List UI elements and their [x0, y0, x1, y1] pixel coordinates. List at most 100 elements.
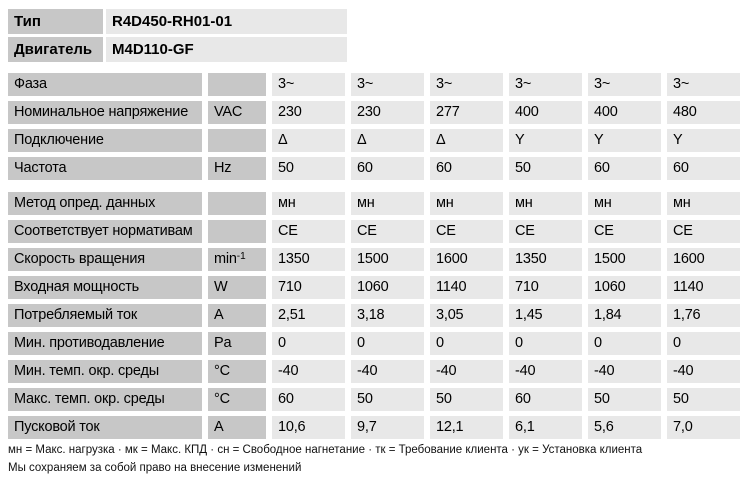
row-value: 5,6	[588, 416, 661, 439]
row-value: -40	[272, 360, 345, 383]
row-value: 10,6	[272, 416, 345, 439]
row-label: Соответствует нормативам	[8, 220, 202, 243]
unit-text: Hz	[214, 160, 232, 176]
row-value: 1060	[351, 276, 424, 299]
unit-text: Pa	[214, 335, 232, 351]
row-label: Мин. темп. окр. среды	[8, 360, 202, 383]
row-value: 3,18	[351, 304, 424, 327]
row-value: 1140	[667, 276, 740, 299]
type-motor-table: Тип R4D450-RH01-01 Двигатель M4D110-GF	[8, 9, 347, 62]
row-unit	[208, 220, 266, 243]
row-value: 50	[351, 388, 424, 411]
row-value: 230	[351, 101, 424, 124]
row-value: 2,51	[272, 304, 345, 327]
row-value: Δ	[351, 129, 424, 152]
spec-table-performance: Метод опред. данных мн мн мн мн мн мн Со…	[8, 192, 740, 439]
row-label: Номинальное напряжение	[8, 101, 202, 124]
row-unit: A	[208, 304, 266, 327]
row-value: 3~	[430, 73, 503, 96]
row-value: 7,0	[667, 416, 740, 439]
row-value: мн	[351, 192, 424, 215]
unit-text: °C	[214, 391, 230, 407]
row-value: мн	[588, 192, 661, 215]
row-label: Пусковой ток	[8, 416, 202, 439]
row-label: Метод опред. данных	[8, 192, 202, 215]
row-value: 277	[430, 101, 503, 124]
row-value: 400	[588, 101, 661, 124]
row-value: мн	[509, 192, 582, 215]
unit-text: W	[214, 279, 228, 295]
row-unit: °C	[208, 388, 266, 411]
row-label: Частота	[8, 157, 202, 180]
row-value: 1500	[588, 248, 661, 271]
row-value: 230	[272, 101, 345, 124]
row-value: 3,05	[430, 304, 503, 327]
row-value: 50	[272, 157, 345, 180]
row-value: 9,7	[351, 416, 424, 439]
row-value: Δ	[430, 129, 503, 152]
row-value: 3~	[351, 73, 424, 96]
row-value: 1500	[351, 248, 424, 271]
row-value: 60	[351, 157, 424, 180]
row-value: 1,84	[588, 304, 661, 327]
spec-table-electrical: Фаза 3~ 3~ 3~ 3~ 3~ 3~ Номинальное напря…	[8, 73, 740, 180]
row-value: 1600	[430, 248, 503, 271]
row-value: 1350	[272, 248, 345, 271]
unit-text: min	[214, 251, 237, 267]
row-label: Макс. темп. окр. среды	[8, 388, 202, 411]
row-value: 0	[351, 332, 424, 355]
row-value: 0	[667, 332, 740, 355]
row-value: 60	[430, 157, 503, 180]
row-label: Фаза	[8, 73, 202, 96]
row-value: 0	[509, 332, 582, 355]
row-unit	[208, 129, 266, 152]
row-value: 3~	[509, 73, 582, 96]
row-value: 0	[588, 332, 661, 355]
row-unit: °C	[208, 360, 266, 383]
row-value: мн	[430, 192, 503, 215]
row-value: -40	[667, 360, 740, 383]
row-value: CE	[351, 220, 424, 243]
row-value: 60	[588, 157, 661, 180]
row-value: CE	[667, 220, 740, 243]
row-unit	[208, 192, 266, 215]
row-value: Y	[667, 129, 740, 152]
row-unit: VAC	[208, 101, 266, 124]
unit-text: VAC	[214, 104, 243, 120]
row-value: 50	[430, 388, 503, 411]
row-value: 1060	[588, 276, 661, 299]
unit-text: A	[214, 419, 224, 435]
motor-label: Двигатель	[8, 37, 103, 62]
row-value: 0	[272, 332, 345, 355]
row-value: 60	[667, 157, 740, 180]
row-value: CE	[588, 220, 661, 243]
disclaimer-line: Мы сохраняем за собой право на внесение …	[8, 461, 302, 474]
type-value: R4D450-RH01-01	[106, 9, 347, 34]
row-label: Мин. противодавление	[8, 332, 202, 355]
row-value: 6,1	[509, 416, 582, 439]
unit-text: A	[214, 307, 224, 323]
row-value: 710	[509, 276, 582, 299]
row-value: -40	[351, 360, 424, 383]
row-value: 50	[588, 388, 661, 411]
row-value: 1600	[667, 248, 740, 271]
row-label: Входная мощность	[8, 276, 202, 299]
row-label: Скорость вращения	[8, 248, 202, 271]
row-label: Потребляемый ток	[8, 304, 202, 327]
row-value: -40	[509, 360, 582, 383]
row-value: 1350	[509, 248, 582, 271]
row-value: 480	[667, 101, 740, 124]
row-value: 50	[667, 388, 740, 411]
row-value: 60	[509, 388, 582, 411]
row-value: -40	[430, 360, 503, 383]
row-value: 3~	[667, 73, 740, 96]
row-label: Подключение	[8, 129, 202, 152]
row-value: 0	[430, 332, 503, 355]
row-value: мн	[272, 192, 345, 215]
row-unit	[208, 73, 266, 96]
row-value: CE	[509, 220, 582, 243]
row-unit: W	[208, 276, 266, 299]
row-value: 1,76	[667, 304, 740, 327]
legend-line: мн = Макс. нагрузка · мк = Макс. КПД · с…	[8, 444, 643, 456]
